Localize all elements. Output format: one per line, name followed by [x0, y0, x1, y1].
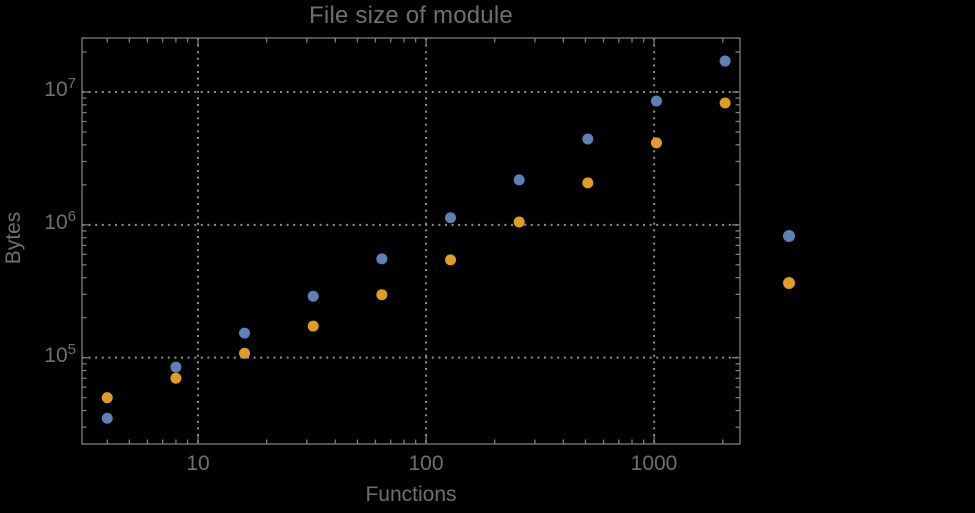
x-axis-label: Functions	[365, 483, 457, 506]
y-tick-label-1e7: 107	[44, 75, 76, 101]
y-tick-label-1e5: 105	[44, 341, 76, 367]
x-tick-label-100: 100	[408, 452, 444, 475]
x-tick-label-10: 10	[186, 452, 210, 475]
chart-title: File size of module	[309, 2, 513, 29]
x-tick-label-1000: 1000	[630, 452, 678, 475]
y-tick-label-1e6: 106	[44, 208, 76, 234]
